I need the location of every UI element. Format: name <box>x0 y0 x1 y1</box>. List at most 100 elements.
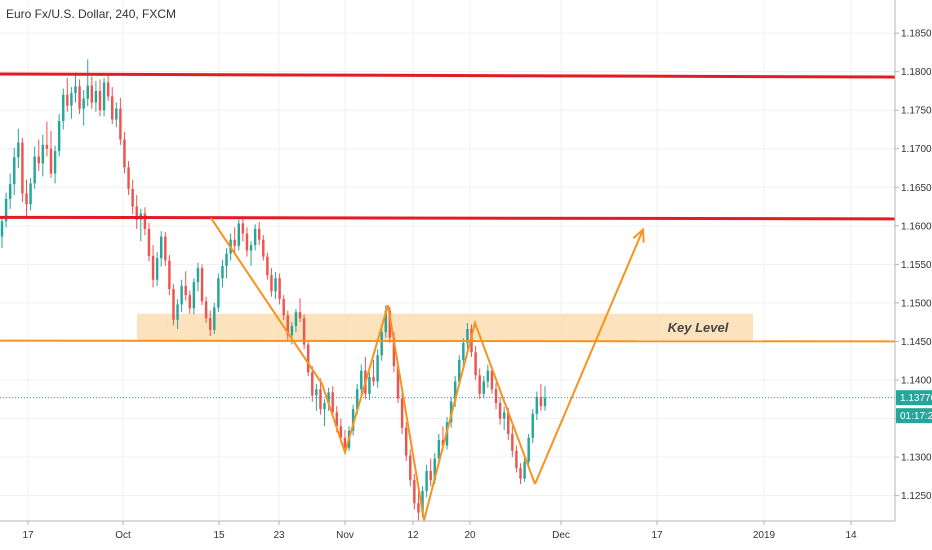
candle-body <box>425 470 428 491</box>
candle-body <box>233 239 236 246</box>
candle-body <box>306 344 310 373</box>
key-level-rect <box>137 313 753 341</box>
candle-body <box>37 156 40 164</box>
candle-body <box>515 450 518 468</box>
candle-body <box>294 312 298 327</box>
candle-body <box>421 490 424 513</box>
countdown-label: 01:17:22 <box>900 411 932 422</box>
candle-body <box>213 307 216 330</box>
candle-body <box>474 352 477 376</box>
candle-body <box>192 282 196 309</box>
candle-body <box>368 376 371 394</box>
time-tick-label: 12 <box>407 530 419 541</box>
candle-body <box>441 440 445 446</box>
price-tick-label: 1.16000 <box>901 221 932 232</box>
candle-body <box>237 223 241 246</box>
candle-body <box>262 239 265 257</box>
candle-body <box>143 213 147 229</box>
candle-body <box>478 375 481 394</box>
zigzag-path <box>210 217 536 521</box>
candle-body <box>0 221 4 237</box>
candle-body <box>29 183 32 205</box>
candle-body <box>196 268 200 283</box>
candles <box>0 59 547 521</box>
candle-body <box>286 315 290 336</box>
candle-body <box>282 299 285 316</box>
candle-body <box>94 90 98 103</box>
candle-body <box>335 412 339 427</box>
candle-body <box>298 312 302 319</box>
candle-body <box>453 381 457 402</box>
candle-body <box>74 86 77 94</box>
price-tick-label: 1.14000 <box>901 375 932 386</box>
time-tick-label: 23 <box>273 530 285 541</box>
candle-body <box>527 437 530 462</box>
time-tick-label: 15 <box>213 530 225 541</box>
candle-body <box>531 413 534 438</box>
candle-body <box>331 392 334 413</box>
candle-body <box>409 455 412 481</box>
mid-resistance-line <box>0 215 896 221</box>
candle-body <box>135 206 138 220</box>
price-tick-label: 1.16500 <box>901 183 932 194</box>
time-tick-label: 2019 <box>753 530 776 541</box>
candle-body <box>204 301 208 319</box>
candle-body <box>33 156 36 184</box>
candle-body <box>86 85 89 99</box>
price-tick-label: 1.18000 <box>901 67 932 78</box>
candle-body <box>266 256 269 276</box>
candle-body <box>249 245 253 251</box>
candle-body <box>437 440 441 459</box>
candle-body <box>319 389 322 410</box>
candle-body <box>123 139 126 168</box>
candle-body <box>302 318 306 345</box>
candle-body <box>49 148 53 174</box>
current-price-tag[interactable] <box>896 390 932 406</box>
candle-body <box>90 85 94 103</box>
candle-body <box>25 193 28 205</box>
candle-body <box>315 389 318 396</box>
candle-body <box>384 310 387 333</box>
candle-body <box>155 258 159 280</box>
candle-body <box>257 228 261 240</box>
candle-body <box>507 412 510 434</box>
candle-body <box>115 108 118 120</box>
candle-body <box>151 255 155 280</box>
candle-body <box>98 90 102 111</box>
candle-body <box>535 396 539 414</box>
candle-body <box>400 398 404 428</box>
time-tick-label: Oct <box>115 530 131 541</box>
candle-body <box>343 437 347 448</box>
candle-body <box>519 467 522 479</box>
candle-body <box>339 426 343 438</box>
candle-body <box>119 108 122 140</box>
time-tick-label: 17 <box>651 530 663 541</box>
candle-body <box>502 412 506 419</box>
candle-body <box>376 355 379 382</box>
candle-body <box>111 96 114 120</box>
upper-resistance-line <box>0 72 896 79</box>
projection-arrowhead <box>632 227 645 243</box>
price-tick-label: 1.15000 <box>901 298 932 309</box>
candle-body <box>66 94 69 106</box>
candle-body <box>511 433 514 451</box>
price-tick-label: 1.17500 <box>901 106 932 117</box>
candle-body <box>147 228 151 256</box>
candle-body <box>311 372 314 396</box>
candle-body <box>164 236 167 261</box>
candle-body <box>131 188 134 207</box>
candle-body <box>225 253 228 266</box>
candle-body <box>127 167 130 189</box>
candle-body <box>41 144 45 164</box>
countdown-tag <box>896 408 932 424</box>
candle-body <box>290 326 294 336</box>
time-axis-bg <box>0 521 895 550</box>
drawn-lines[interactable] <box>0 72 896 521</box>
candle-body <box>327 392 330 404</box>
candle-body <box>323 403 326 410</box>
candle-body <box>106 82 110 97</box>
key-level-zone[interactable]: Key Level <box>137 313 753 341</box>
candle-body <box>270 275 273 292</box>
